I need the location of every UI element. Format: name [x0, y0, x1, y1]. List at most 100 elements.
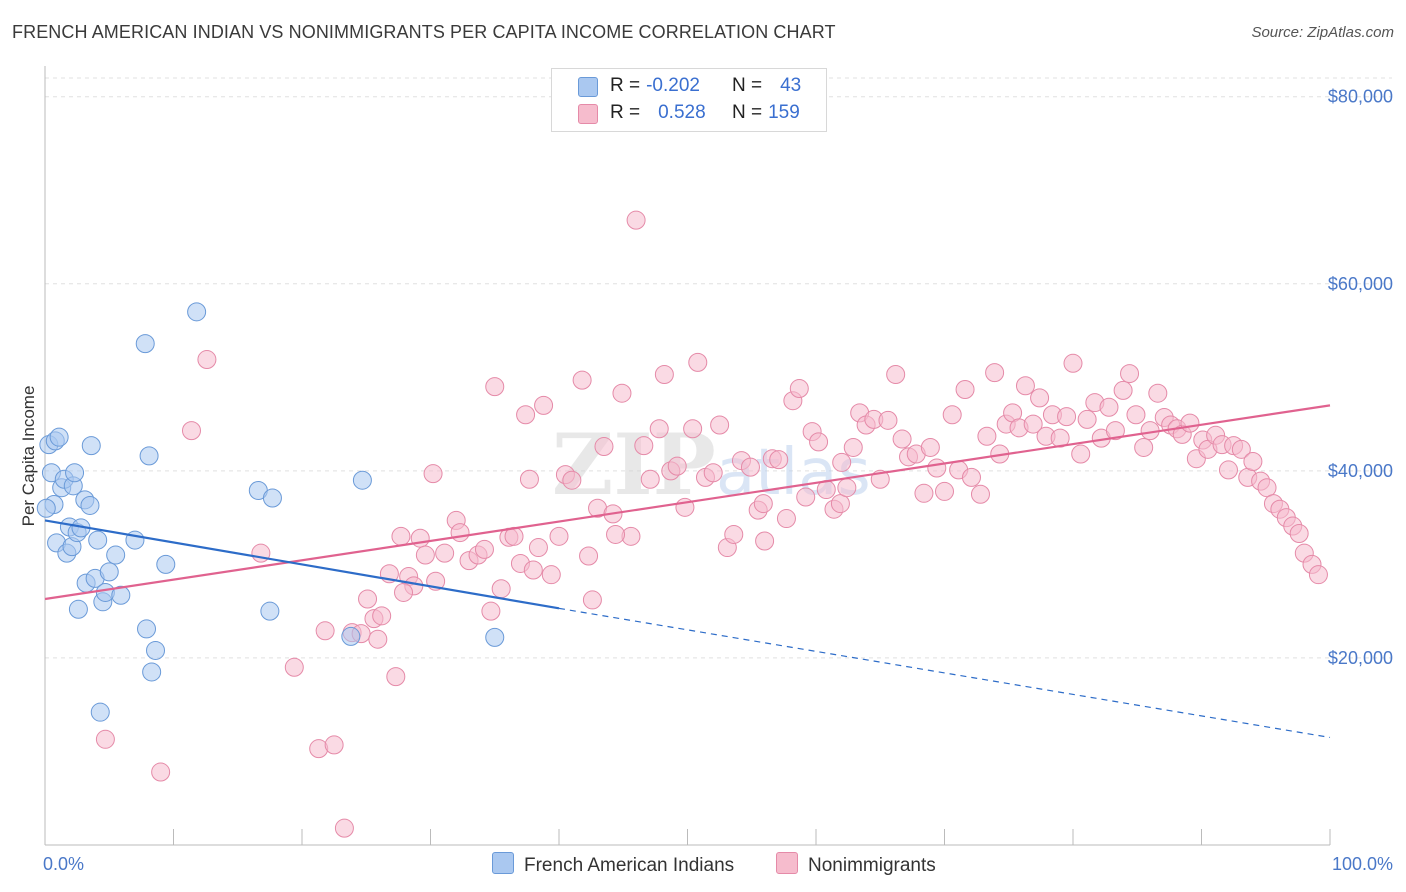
data-point — [541, 565, 561, 585]
data-point — [796, 487, 816, 507]
data-point — [95, 582, 115, 602]
data-point — [1023, 414, 1043, 434]
legend-r-label: R = — [610, 102, 641, 123]
legend-r-value: 0.528 — [658, 102, 706, 123]
data-point — [36, 498, 56, 518]
data-point — [315, 621, 335, 641]
data-point — [654, 365, 674, 385]
data-point — [809, 432, 829, 452]
data-point — [843, 437, 863, 457]
data-point — [368, 629, 388, 649]
data-point — [197, 350, 217, 370]
data-point — [90, 702, 110, 722]
data-point — [372, 606, 392, 626]
data-point — [49, 427, 69, 447]
x-tick-label-max: 100.0% — [1332, 854, 1393, 874]
data-point — [262, 488, 282, 508]
legend-r-label: R = — [610, 75, 641, 96]
data-point — [955, 379, 975, 399]
legend-r-value: -0.202 — [646, 75, 700, 96]
trend-line-french-american-indians — [44, 519, 560, 610]
data-point — [1134, 437, 1154, 457]
french-american-indians-points — [36, 302, 505, 722]
data-point — [474, 539, 494, 559]
data-point — [667, 456, 687, 476]
x-tick-label-min: 0.0% — [43, 854, 84, 874]
trend-lines — [44, 404, 1331, 739]
data-point — [341, 626, 361, 646]
blue-swatch — [492, 852, 514, 874]
trend-line-nonimmigrants — [44, 404, 1331, 601]
data-point — [1180, 413, 1200, 433]
data-point — [88, 530, 108, 550]
data-point — [334, 818, 354, 838]
data-point — [1057, 407, 1077, 427]
data-point — [1257, 478, 1277, 498]
data-point — [111, 585, 131, 605]
data-point — [1126, 405, 1146, 425]
data-point — [485, 627, 505, 647]
data-point — [927, 458, 947, 478]
data-point — [1099, 397, 1119, 417]
data-point — [99, 562, 119, 582]
legend-n-label: N = — [732, 102, 763, 123]
data-point — [832, 452, 852, 472]
data-point — [776, 509, 796, 529]
data-point — [68, 599, 88, 619]
y-tick-label: $60,000 — [1328, 274, 1393, 294]
data-point — [435, 543, 455, 563]
data-point — [1105, 421, 1125, 441]
data-point — [139, 446, 159, 466]
y-tick-label: $20,000 — [1328, 648, 1393, 668]
data-point — [1015, 376, 1035, 396]
legend-item-nonimmigrants[interactable]: Nonimmigrants — [776, 852, 936, 878]
data-point — [878, 410, 898, 430]
data-point — [485, 377, 505, 397]
data-point — [151, 762, 171, 782]
data-point — [394, 582, 414, 602]
data-point — [80, 495, 100, 515]
data-point — [920, 437, 940, 457]
data-point — [523, 560, 543, 580]
legend-label: Nonimmigrants — [808, 855, 936, 876]
data-point — [358, 589, 378, 609]
nonimmigrants-points — [95, 210, 1328, 838]
data-point — [612, 383, 632, 403]
y-axis-label: Per Capita Income — [19, 386, 38, 527]
data-point — [481, 601, 501, 621]
data-point — [977, 426, 997, 446]
data-point — [142, 662, 162, 682]
data-point — [324, 735, 344, 755]
legend-item-french-american-indians[interactable]: French American Indians — [492, 852, 734, 878]
data-point — [830, 494, 850, 514]
data-point — [942, 405, 962, 425]
data-point — [1077, 409, 1097, 429]
grid-layer — [45, 77, 1392, 659]
trend-line-extension — [558, 607, 1331, 739]
data-point — [81, 436, 101, 456]
data-point — [534, 395, 554, 415]
data-point — [649, 419, 669, 439]
source-label: Source: ZipAtlas.com — [1251, 24, 1394, 41]
pink-swatch — [776, 852, 798, 874]
series-legend: French American Indians Nonimmigrants — [0, 852, 1406, 878]
data-point — [562, 470, 582, 490]
data-point — [156, 554, 176, 574]
data-point — [137, 619, 157, 639]
data-point — [549, 526, 569, 546]
data-point — [1289, 524, 1309, 544]
axis-labels: Per Capita Income 0.0% 100.0% $20,000 $40… — [19, 87, 1393, 874]
data-point — [634, 436, 654, 456]
data-point — [106, 545, 126, 565]
data-point — [516, 405, 536, 425]
data-point — [961, 467, 981, 487]
data-point — [386, 667, 406, 687]
data-point — [640, 469, 660, 489]
data-point — [606, 524, 626, 544]
data-point — [740, 457, 760, 477]
data-point — [985, 363, 1005, 383]
y-tick-label: $80,000 — [1328, 87, 1393, 107]
data-point — [572, 370, 592, 390]
data-point — [892, 429, 912, 449]
data-point — [415, 545, 435, 565]
